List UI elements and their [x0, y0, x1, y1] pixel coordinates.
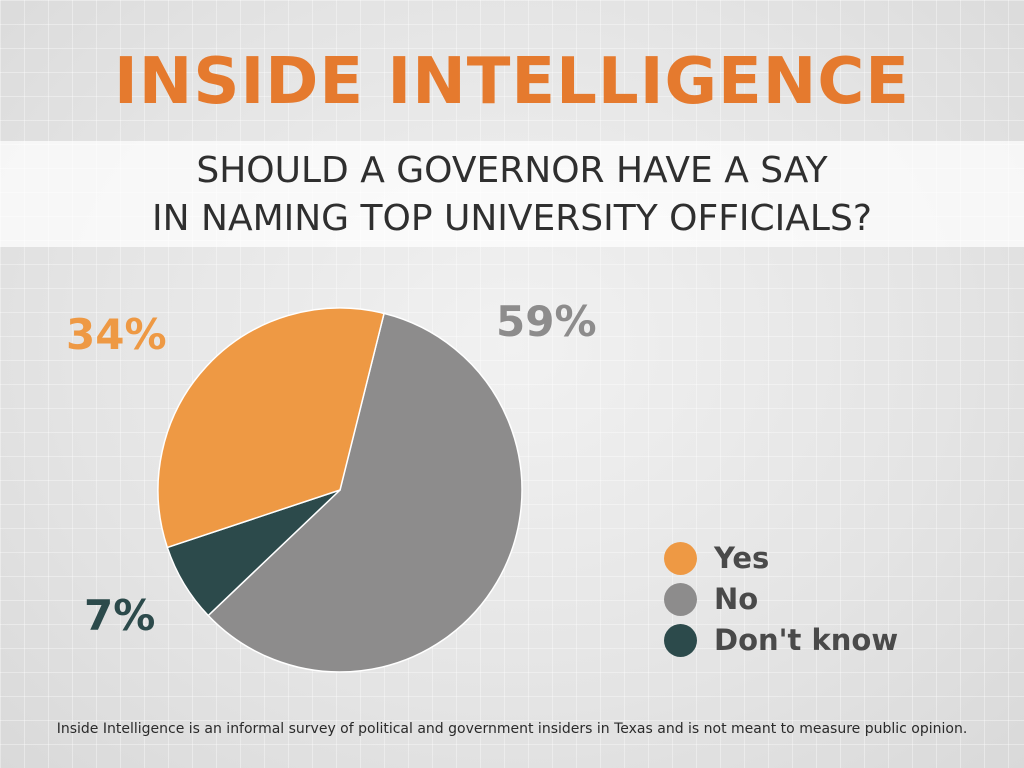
- legend-label-dont-know: Don't know: [714, 623, 899, 657]
- pie-slice-no: [207, 312, 523, 673]
- question-line-1: SHOULD A GOVERNOR HAVE A SAY: [196, 150, 828, 191]
- legend-label-yes: Yes: [714, 541, 770, 575]
- legend-swatch-yes: [664, 542, 697, 575]
- slice-label-no: 59%: [496, 297, 597, 346]
- legend-swatch-no: [664, 583, 697, 616]
- legend-label-no: No: [714, 582, 759, 616]
- pie-slice-yes: [157, 307, 385, 549]
- legend-item-dont-know: Don't know: [664, 620, 964, 661]
- legend-item-no: No: [664, 579, 964, 620]
- slice-label-dont-know: 7%: [84, 591, 156, 640]
- footnote: Inside Intelligence is an informal surve…: [56, 721, 968, 737]
- legend-item-yes: Yes: [664, 538, 964, 579]
- question-line-2: IN NAMING TOP UNIVERSITY OFFICIALS?: [152, 198, 872, 239]
- legend-swatch-dont-know: [664, 624, 697, 657]
- brand-title: INSIDE INTELLIGENCE: [113, 45, 911, 119]
- slice-label-yes: 34%: [66, 310, 167, 359]
- question-band: [0, 141, 1024, 247]
- legend: Yes No Don't know: [664, 538, 964, 661]
